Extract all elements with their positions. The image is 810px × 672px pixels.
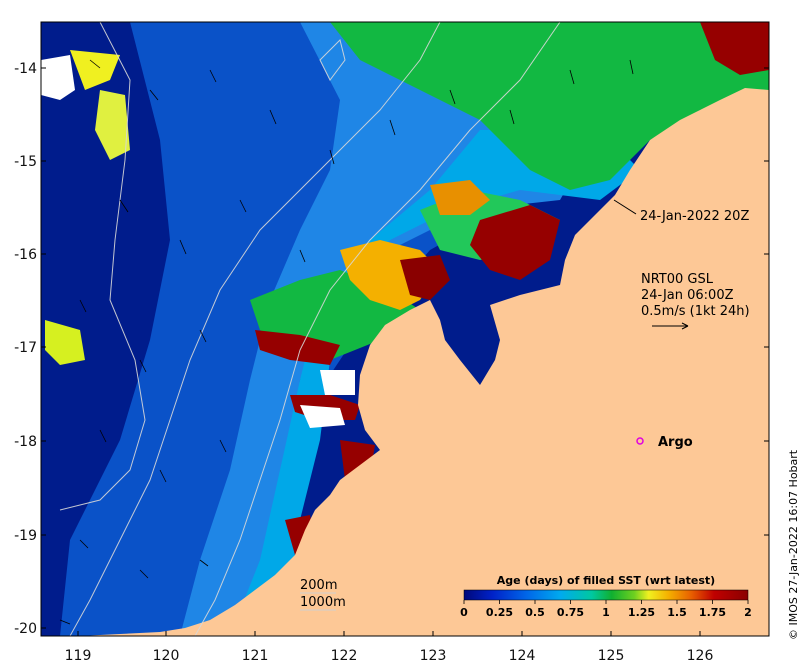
y-tick-label: -18 <box>14 434 37 450</box>
current-arrow <box>389 119 396 136</box>
bathymetry-contours <box>59 22 561 636</box>
current-arrow <box>139 359 147 373</box>
current-arrow <box>79 299 87 313</box>
colorbar-tick-label: 0.75 <box>557 606 584 619</box>
colorbar: Age (days) of filled SST (wrt latest) 0 … <box>460 574 752 619</box>
recent-green-region <box>330 22 769 190</box>
colorbar-tick-label: 1.5 <box>667 606 687 619</box>
current-arrow <box>299 249 306 263</box>
y-tick-label: -17 <box>14 340 37 356</box>
yellow-patch-2 <box>95 90 130 160</box>
x-tick-label: 126 <box>687 648 714 664</box>
y-tick-label: -16 <box>14 247 37 263</box>
x-tick-label: 122 <box>331 648 358 664</box>
map-content <box>41 22 769 636</box>
credit-text: © IMOS 27-Jan-2022 16:07 Hobart <box>787 449 800 640</box>
y-tick-label: -19 <box>14 528 37 544</box>
colorbar-tick-label: 1.75 <box>699 606 726 619</box>
x-tick-label: 119 <box>65 648 92 664</box>
current-arrow <box>449 89 456 105</box>
contour-deep <box>59 22 146 511</box>
x-tick-marks <box>77 631 701 636</box>
current-arrow <box>119 199 129 213</box>
current-arrow <box>329 149 335 165</box>
current-arrow <box>629 59 634 75</box>
current-arrow <box>179 239 187 255</box>
model-time-label: 24-Jan 06:00Z <box>641 288 734 303</box>
old-red-patch-coast <box>400 255 450 300</box>
current-arrow <box>199 329 207 343</box>
colorbar-gradient <box>463 589 749 601</box>
current-arrow <box>239 199 247 213</box>
current-arrow <box>149 89 159 101</box>
colorbar-tick-label: 0.5 <box>525 606 545 619</box>
current-arrow <box>269 109 277 125</box>
model-name-label: NRT00 GSL <box>641 272 714 287</box>
yellow-patch-3 <box>45 320 85 365</box>
old-red-patch-kimberley <box>470 205 560 280</box>
colorbar-tick-label: 1.25 <box>628 606 655 619</box>
current-arrow <box>89 59 101 69</box>
current-arrow <box>99 429 107 443</box>
y-axis: -14 -15 -16 -17 -18 -19 -20 <box>14 61 769 637</box>
current-arrow <box>199 559 209 567</box>
colorbar-tick-label: 1 <box>602 606 610 619</box>
current-arrow <box>569 69 575 85</box>
x-tick-label: 125 <box>598 648 625 664</box>
y-tick-label: -20 <box>14 621 37 637</box>
velocity-scale-label: 0.5m/s (1kt 24h) <box>641 304 750 319</box>
colorbar-tick-label: 2 <box>744 606 752 619</box>
argo-float-marker <box>636 437 644 445</box>
land-mass <box>80 88 769 636</box>
contour-1000m <box>69 22 441 636</box>
old-red-patch-top <box>700 22 769 75</box>
current-arrow <box>219 439 227 453</box>
colorbar-tick-label: 0.25 <box>486 606 513 619</box>
current-arrow <box>59 619 71 625</box>
contour-1000m-legend: 1000m <box>300 595 346 610</box>
missing-data-2 <box>320 370 355 395</box>
missing-data-3 <box>300 405 345 428</box>
current-arrow <box>509 109 515 125</box>
missing-data-1 <box>41 55 75 100</box>
contour-200m <box>194 22 561 636</box>
current-arrow <box>139 569 149 579</box>
yellow-patch <box>70 50 120 90</box>
colorbar-tick-marks <box>463 600 749 604</box>
x-tick-label: 124 <box>509 648 536 664</box>
contour-200m-legend: 200m <box>300 578 337 593</box>
contour-inner <box>319 39 346 81</box>
x-tick-label: 121 <box>242 648 269 664</box>
old-red-patch-2 <box>255 330 340 365</box>
x-axis: 119 120 121 122 123 124 125 126 <box>65 631 714 664</box>
current-arrow <box>159 469 167 483</box>
current-arrows <box>59 59 634 625</box>
argo-label: Argo <box>658 435 693 450</box>
y-tick-label: -14 <box>14 61 37 77</box>
colorbar-title: Age (days) of filled SST (wrt latest) <box>497 574 715 587</box>
y-tick-marks <box>41 67 769 629</box>
colorbar-tick-label: 0 <box>460 606 468 619</box>
current-arrow <box>79 539 89 549</box>
velocity-scale-arrow <box>652 322 689 330</box>
x-tick-label: 123 <box>420 648 447 664</box>
plot-frame <box>40 21 770 637</box>
timestamp-label: 24-Jan-2022 20Z <box>640 209 749 224</box>
x-tick-label: 120 <box>153 648 180 664</box>
orange-patch-2 <box>430 180 490 215</box>
timestamp-leader <box>613 199 637 215</box>
y-tick-label: -15 <box>14 154 37 170</box>
current-arrow <box>209 69 217 83</box>
